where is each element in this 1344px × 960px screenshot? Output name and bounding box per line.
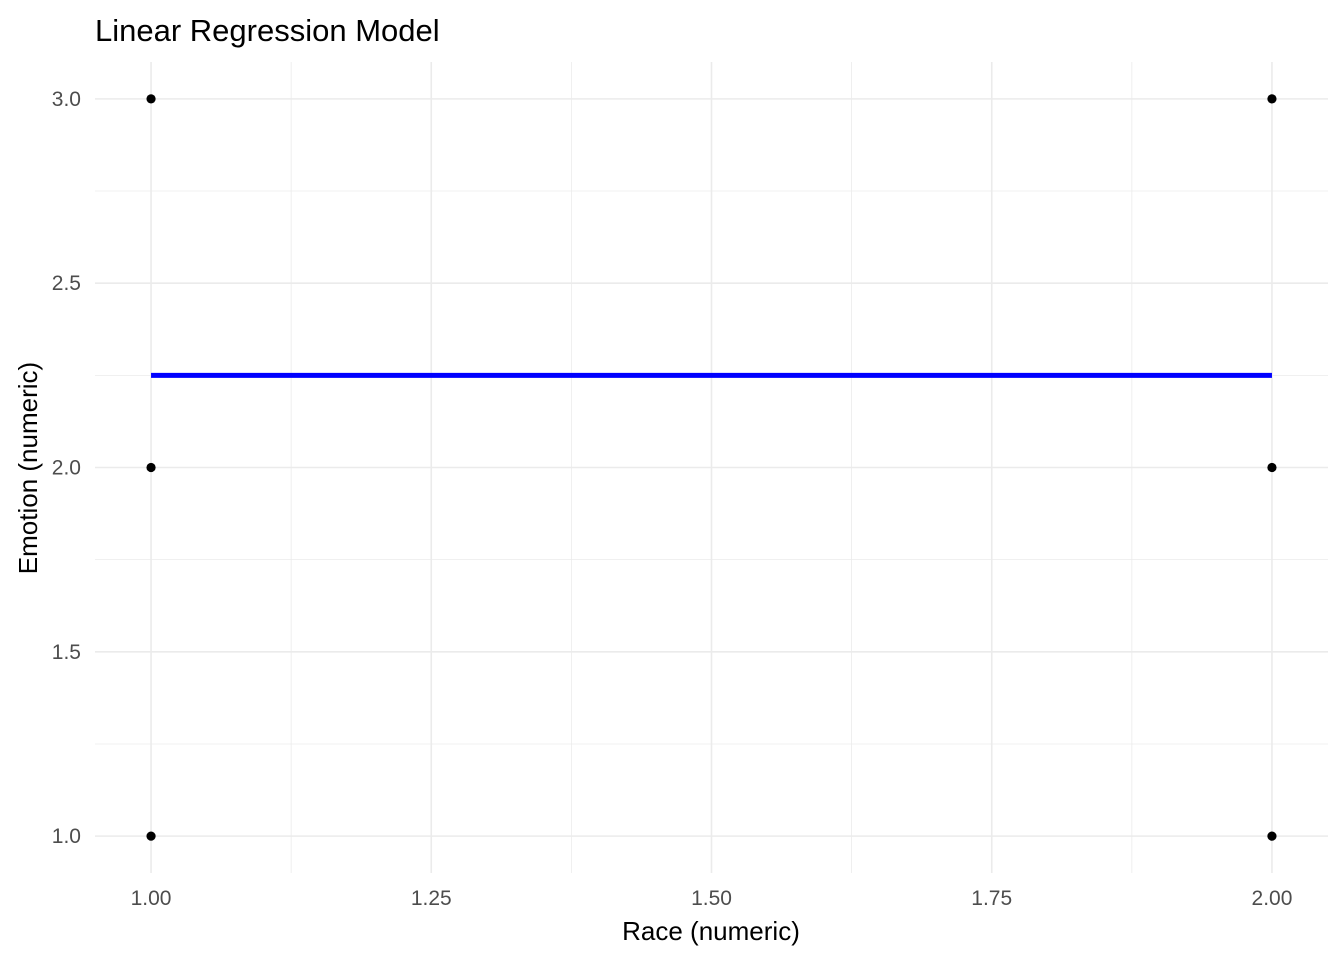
chart-title: Linear Regression Model xyxy=(95,13,440,48)
x-tick-label: 1.50 xyxy=(691,887,732,910)
grid-layer xyxy=(95,62,1328,873)
y-tick-label: 3.0 xyxy=(52,88,81,111)
scatter-point xyxy=(146,462,156,473)
y-tick-label: 1.0 xyxy=(52,825,81,848)
x-axis-title: Race (numeric) xyxy=(622,916,800,946)
scatter-point xyxy=(146,94,156,104)
x-tick-label: 1.00 xyxy=(131,887,172,910)
x-tick-label: 2.00 xyxy=(1252,887,1293,910)
y-tick-label: 2.5 xyxy=(52,272,81,295)
scatter-point xyxy=(1267,94,1277,104)
x-tick-label: 1.75 xyxy=(971,887,1012,910)
x-tick-label: 1.25 xyxy=(411,887,452,910)
marks-layer xyxy=(146,94,1277,841)
ticks-layer: 1.00 1.25 1.50 1.75 2.00 1.0 1.5 2.0 2.5 3.0 xyxy=(52,88,1293,910)
scatter-point xyxy=(146,831,156,841)
scatter-point xyxy=(1267,831,1277,841)
scatter-point xyxy=(1267,462,1277,473)
y-axis-title: Emotion (numeric) xyxy=(13,362,43,574)
y-tick-label: 2.0 xyxy=(52,457,81,480)
y-tick-label: 1.5 xyxy=(52,641,81,664)
